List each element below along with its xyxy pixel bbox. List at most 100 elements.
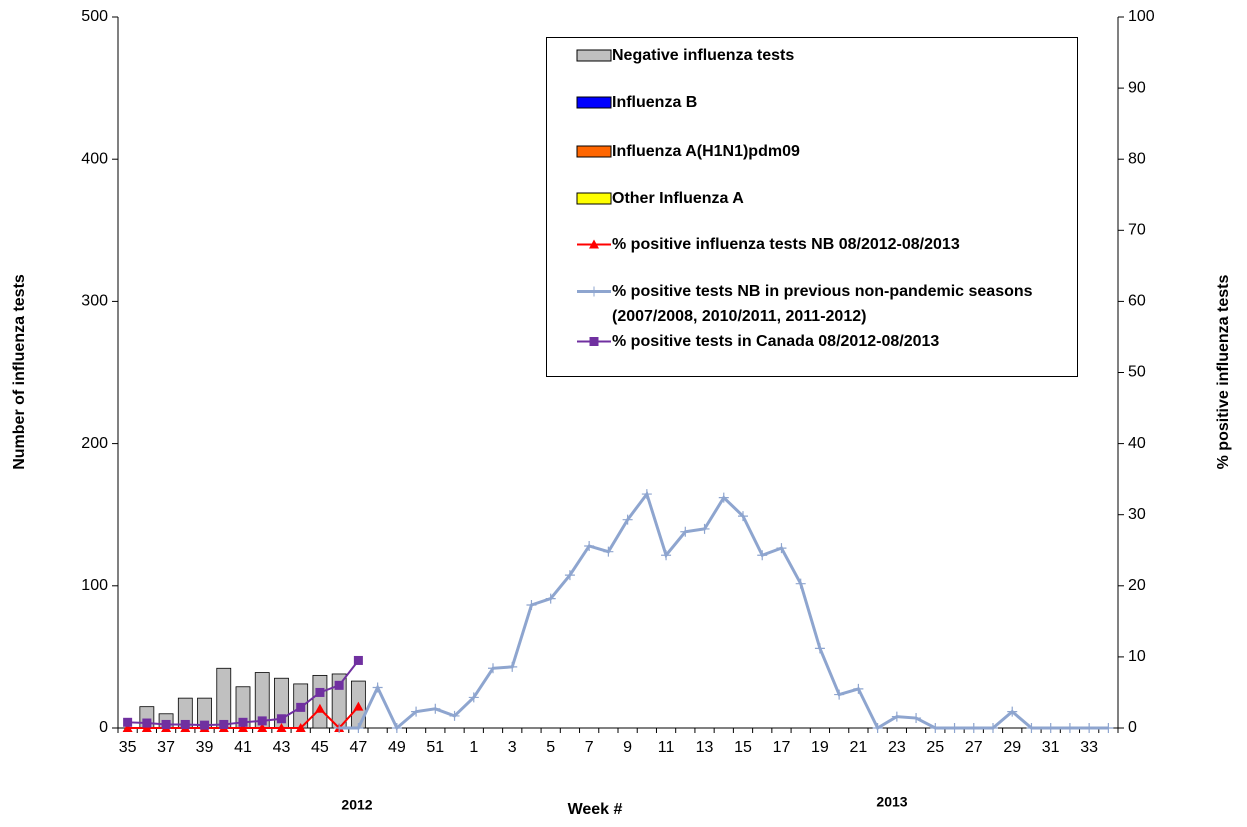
marker <box>526 599 537 610</box>
y2-tick-label: 0 <box>1128 719 1137 736</box>
marker <box>680 526 691 537</box>
marker <box>661 550 672 561</box>
marker <box>353 723 364 733</box>
y2-tick-label: 20 <box>1128 577 1146 594</box>
legend-key <box>576 96 612 109</box>
legend-key <box>576 49 612 62</box>
marker <box>1045 723 1056 733</box>
x-tick-label: 33 <box>1080 739 1098 756</box>
y-tick-label: 100 <box>81 577 108 594</box>
legend: Negative influenza tests Influenza B Influ… <box>546 37 1078 377</box>
legend-label: % positive tests NB in previous non-pand… <box>612 283 1033 325</box>
marker <box>872 723 883 733</box>
x-tick-label: 13 <box>696 739 714 756</box>
marker <box>1007 706 1018 717</box>
y2-tick-label: 70 <box>1128 222 1146 239</box>
x-tick-label: 9 <box>623 739 632 756</box>
x-tick-label: 29 <box>1003 739 1021 756</box>
x-tick-label: 21 <box>849 739 867 756</box>
y2-tick-label: 40 <box>1128 435 1146 452</box>
x-tick-label: 27 <box>965 739 983 756</box>
y-tick-label: 400 <box>81 150 108 167</box>
legend-label: Negative influenza tests <box>612 47 795 64</box>
marker <box>738 511 748 522</box>
marker <box>545 593 556 604</box>
marker <box>334 680 344 690</box>
x-tick-label: 23 <box>888 739 906 756</box>
marker <box>834 689 845 700</box>
x-tick-label: 47 <box>349 739 367 756</box>
marker <box>488 663 498 674</box>
marker <box>757 550 768 561</box>
marker <box>1084 723 1095 733</box>
legend-marker <box>589 337 599 346</box>
x-tick-label: 7 <box>585 739 594 756</box>
marker <box>449 710 460 721</box>
marker <box>257 716 267 726</box>
year-label: 2012 <box>341 797 372 813</box>
marker <box>949 723 960 733</box>
marker <box>353 701 364 711</box>
legend-entry: Other Influenza A <box>547 186 1077 216</box>
marker <box>988 723 998 733</box>
marker <box>968 723 979 733</box>
x-tick-label: 43 <box>273 739 291 756</box>
x-tick-label: 49 <box>388 739 406 756</box>
marker <box>911 713 922 724</box>
marker <box>564 570 575 581</box>
marker <box>314 703 325 713</box>
marker <box>161 719 171 729</box>
legend-swatch <box>576 145 612 158</box>
marker <box>295 723 306 732</box>
y2-tick-label: 50 <box>1128 364 1146 381</box>
marker <box>276 723 287 732</box>
marker <box>507 661 518 672</box>
legend-swatch <box>576 96 612 109</box>
x-tick-label: 35 <box>119 739 137 756</box>
x-tick-label: 11 <box>658 739 675 756</box>
legend-label: Other Influenza A <box>612 190 744 207</box>
legend-key <box>576 192 612 205</box>
marker <box>718 492 729 503</box>
legend-entry: Influenza B <box>547 90 1077 120</box>
x-tick-label: 31 <box>1042 739 1060 756</box>
x-title: Week # <box>568 801 623 818</box>
x-tick-label: 39 <box>196 739 214 756</box>
marker <box>391 723 402 733</box>
marker <box>776 543 787 554</box>
marker <box>814 643 825 654</box>
y2-tick-label: 100 <box>1128 8 1155 25</box>
x-tick-label: 15 <box>734 739 752 756</box>
legend-swatch <box>576 49 612 62</box>
legend-entry: % positive tests NB in previous non-pand… <box>547 279 1077 325</box>
x-tick-label: 37 <box>157 739 175 756</box>
y2-tick-label: 80 <box>1128 150 1146 167</box>
marker <box>200 720 210 730</box>
marker <box>315 687 325 697</box>
marker <box>122 723 133 732</box>
marker <box>699 523 710 534</box>
x-tick-label: 5 <box>546 739 555 756</box>
legend-label: Influenza A(H1N1)pdm09 <box>612 143 800 160</box>
marker <box>891 711 902 722</box>
bar <box>216 667 232 729</box>
legend-key <box>577 239 611 249</box>
marker <box>1103 723 1114 733</box>
y-title: Number of influenza tests <box>11 274 28 470</box>
y2-tick-label: 90 <box>1128 79 1146 96</box>
legend-marker <box>589 286 599 297</box>
marker <box>372 682 383 693</box>
marker <box>430 703 441 714</box>
legend-key <box>576 145 612 158</box>
y2-tick-label: 30 <box>1128 506 1146 523</box>
marker <box>603 546 614 557</box>
marker <box>123 717 133 727</box>
legend-key <box>577 337 611 346</box>
legend-entry: Influenza A(H1N1)pdm09 <box>547 139 1077 169</box>
x-tick-label: 17 <box>773 739 791 756</box>
y2-tick-label: 10 <box>1128 648 1146 665</box>
marker <box>584 540 595 551</box>
marker <box>1064 723 1075 733</box>
